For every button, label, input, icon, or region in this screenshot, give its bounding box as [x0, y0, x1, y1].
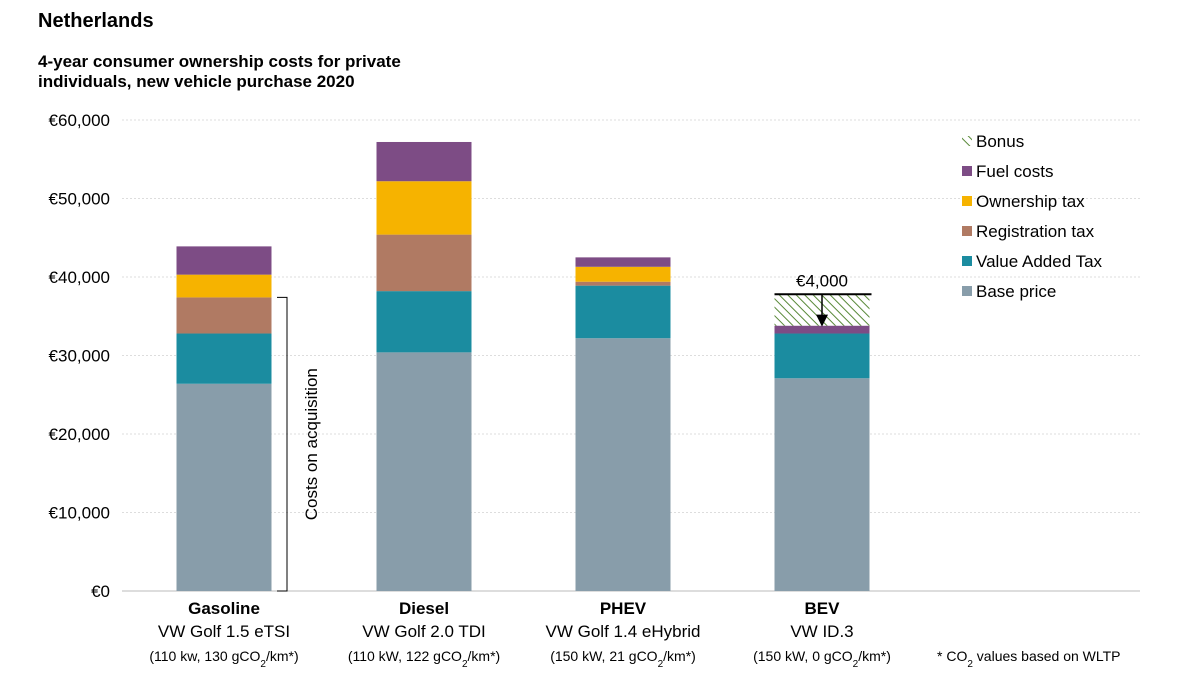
country-title: Netherlands: [38, 10, 154, 32]
acquisition-bracket: [277, 296, 288, 592]
category-model: VW ID.3: [790, 622, 853, 641]
bar-segment-fuel-costs: [376, 141, 472, 182]
y-tick-label: €50,000: [49, 190, 110, 209]
bar-segment-value-added-tax: [575, 285, 671, 339]
y-tick-label: €0: [91, 582, 110, 601]
legend-swatch: [962, 136, 972, 146]
category-name: Gasoline: [188, 599, 260, 618]
y-tick-label: €40,000: [49, 268, 110, 287]
x-axis-labels: Gasoline VW Golf 1.5 eTSI (110 kw, 130 gCO…: [149, 599, 891, 670]
bar-segment-fuel-costs: [774, 325, 870, 334]
chart-subtitle-line2: individuals, new vehicle purchase 2020: [38, 72, 355, 91]
bar-segment-base-price: [575, 338, 671, 591]
legend-swatch: [962, 286, 972, 296]
category-label-bev: BEV VW ID.3 (150 kW, 0 gCO2/km*): [753, 599, 891, 670]
legend-swatch: [962, 256, 972, 266]
category-spec: (150 kW, 21 gCO2/km*): [550, 648, 696, 670]
legend-swatch: [962, 226, 972, 236]
legend-label: Base price: [976, 282, 1056, 301]
legend-swatch: [962, 196, 972, 206]
bonus-label: €4,000: [796, 271, 848, 290]
category-model: VW Golf 1.5 eTSI: [158, 622, 290, 641]
legend-label: Registration tax: [976, 222, 1095, 241]
bar-segment-fuel-costs: [575, 257, 671, 267]
y-axis-ticks: €0 €10,000 €20,000 €30,000 €40,000 €50,000 €60…: [49, 111, 110, 601]
y-tick-label: €30,000: [49, 347, 110, 366]
bar-segment-registration-tax: [376, 234, 472, 292]
legend-label: Ownership tax: [976, 192, 1085, 211]
category-name: Diesel: [399, 599, 449, 618]
bar-segment-ownership-tax: [376, 181, 472, 235]
legend-item-ownership-tax: Ownership tax: [962, 192, 1085, 211]
bar-segment-base-price: [774, 378, 870, 591]
acquisition-bracket-label: Costs on acquisition: [302, 368, 321, 520]
bar-segment-ownership-tax: [575, 266, 671, 282]
category-label-diesel: Diesel VW Golf 2.0 TDI (110 kW, 122 gCO2/k…: [348, 599, 500, 670]
category-label-gasoline: Gasoline VW Golf 1.5 eTSI (110 kw, 130 gCO…: [149, 599, 298, 670]
y-tick-label: €60,000: [49, 111, 110, 130]
bar-segment-ownership-tax: [176, 274, 272, 298]
category-name: PHEV: [600, 599, 647, 618]
legend: Bonus Fuel costs Ownership tax Registration…: [962, 132, 1103, 301]
y-tick-label: €10,000: [49, 504, 110, 523]
bar-segment-fuel-costs: [176, 246, 272, 275]
chart-subtitle-line1: 4-year consumer ownership costs for priv…: [38, 52, 401, 71]
footnote: * CO2 values based on WLTP: [937, 648, 1121, 670]
legend-item-fuel-costs: Fuel costs: [962, 162, 1053, 181]
legend-item-registration-tax: Registration tax: [962, 222, 1095, 241]
bar-segment-value-added-tax: [376, 291, 472, 353]
bar-segment-base-price: [376, 352, 472, 591]
bar-segment-value-added-tax: [176, 333, 272, 384]
category-label-phev: PHEV VW Golf 1.4 eHybrid (150 kW, 21 gCO2/…: [546, 599, 701, 670]
legend-label: Bonus: [976, 132, 1024, 151]
legend-item-base-price: Base price: [962, 282, 1056, 301]
bar-segment-base-price: [176, 383, 272, 591]
bar-segment-registration-tax: [176, 297, 272, 334]
category-model: VW Golf 2.0 TDI: [362, 622, 485, 641]
category-spec: (110 kW, 122 gCO2/km*): [348, 648, 500, 670]
legend-item-value-added-tax: Value Added Tax: [962, 252, 1103, 271]
category-name: BEV: [805, 599, 841, 618]
legend-swatch: [962, 166, 972, 176]
category-spec: (150 kW, 0 gCO2/km*): [753, 648, 891, 670]
bars: [176, 141, 870, 591]
bar-segment-registration-tax: [575, 281, 671, 286]
category-spec: (110 kw, 130 gCO2/km*): [149, 648, 298, 670]
category-model: VW Golf 1.4 eHybrid: [546, 622, 701, 641]
bar-segment-value-added-tax: [774, 333, 870, 379]
y-tick-label: €20,000: [49, 425, 110, 444]
legend-item-bonus: Bonus: [962, 132, 1024, 151]
annotations: €4,000 Costs on acquisition: [277, 271, 872, 592]
legend-label: Value Added Tax: [976, 252, 1103, 271]
legend-label: Fuel costs: [976, 162, 1053, 181]
